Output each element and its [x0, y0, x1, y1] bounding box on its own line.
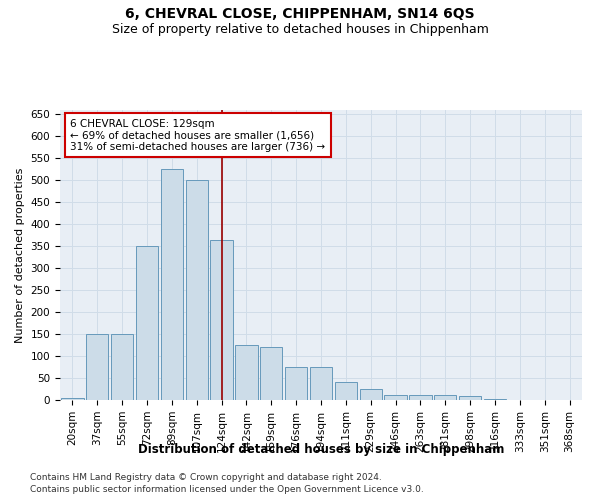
Bar	[484, 399, 506, 400]
Bar	[285, 367, 307, 400]
Text: 6 CHEVRAL CLOSE: 129sqm
← 69% of detached houses are smaller (1,656)
31% of semi: 6 CHEVRAL CLOSE: 129sqm ← 69% of detache…	[70, 118, 326, 152]
Bar	[211, 240, 233, 400]
Bar	[260, 348, 283, 400]
Text: 6, CHEVRAL CLOSE, CHIPPENHAM, SN14 6QS: 6, CHEVRAL CLOSE, CHIPPENHAM, SN14 6QS	[125, 8, 475, 22]
Bar	[235, 345, 257, 400]
Text: Distribution of detached houses by size in Chippenham: Distribution of detached houses by size …	[138, 442, 504, 456]
Bar	[385, 394, 407, 400]
Bar	[161, 170, 183, 400]
Bar	[185, 180, 208, 400]
Bar	[310, 367, 332, 400]
Bar	[359, 389, 382, 400]
Bar	[61, 398, 83, 400]
Text: Contains HM Land Registry data © Crown copyright and database right 2024.: Contains HM Land Registry data © Crown c…	[30, 472, 382, 482]
Bar	[136, 246, 158, 400]
Bar	[434, 394, 457, 400]
Bar	[459, 396, 481, 400]
Y-axis label: Number of detached properties: Number of detached properties	[15, 168, 25, 342]
Bar	[409, 394, 431, 400]
Bar	[86, 334, 109, 400]
Bar	[335, 382, 357, 400]
Text: Contains public sector information licensed under the Open Government Licence v3: Contains public sector information licen…	[30, 485, 424, 494]
Bar	[111, 334, 133, 400]
Text: Size of property relative to detached houses in Chippenham: Size of property relative to detached ho…	[112, 22, 488, 36]
